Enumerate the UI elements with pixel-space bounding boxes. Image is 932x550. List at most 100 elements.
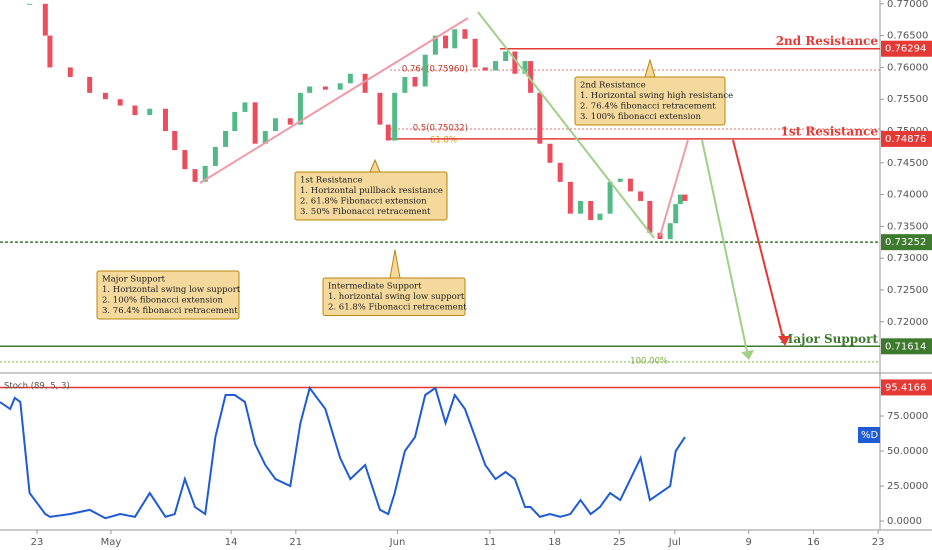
candle <box>182 150 188 170</box>
candle <box>567 181 573 214</box>
stoch-line <box>0 385 686 520</box>
note-line: 2. 100% fibonacci extension <box>102 296 223 306</box>
trend-arrow <box>199 17 469 184</box>
candle <box>412 76 418 87</box>
candle <box>512 51 518 74</box>
level-tag <box>881 338 932 355</box>
note-line: 1st Resistance <box>300 176 363 186</box>
candle <box>287 118 293 125</box>
y-tick-label: 0.73500 <box>887 221 928 232</box>
candle <box>232 111 238 131</box>
y-tick-label: 0.74500 <box>887 158 928 169</box>
x-tick-label: 21 <box>289 537 302 548</box>
candle <box>462 29 468 39</box>
candle <box>422 54 428 87</box>
note-line: 3. 100% fibonacci extension <box>580 112 701 122</box>
x-tick-label: 14 <box>225 537 238 548</box>
note-box <box>96 270 240 320</box>
candle <box>87 76 93 93</box>
trend-arrow <box>701 139 749 357</box>
candle <box>617 178 623 182</box>
level-tag <box>881 234 932 251</box>
level-tag-label: 95.4166 <box>885 382 926 393</box>
level-name: Major Support <box>780 332 878 346</box>
note-line: 3. 50% Fibonacci retracement <box>300 207 431 217</box>
candle <box>647 200 653 233</box>
candle <box>132 105 138 116</box>
candle <box>147 108 153 116</box>
candle <box>102 92 108 100</box>
candle <box>242 102 248 112</box>
level-tag-label: 0.73252 <box>885 237 926 248</box>
trend-arrow <box>477 11 655 239</box>
x-tick-label: 18 <box>548 537 561 548</box>
candle <box>547 143 553 163</box>
candle <box>67 67 73 77</box>
candle <box>362 73 368 93</box>
candle <box>252 102 258 144</box>
fib-label: 100.00% <box>630 356 668 366</box>
candle <box>117 99 123 106</box>
y-tick-label: 0.72500 <box>887 285 928 296</box>
note-pointer <box>389 249 401 279</box>
candle <box>557 162 563 182</box>
x-tick-label: Jul <box>668 537 681 548</box>
note-pointer <box>644 58 656 78</box>
candle <box>223 130 229 147</box>
y-tick-label: 75.0000 <box>887 411 928 422</box>
level-tag <box>881 40 932 57</box>
candle <box>172 130 178 151</box>
y-tick-label: 50.0000 <box>887 446 928 457</box>
candle <box>578 200 584 214</box>
candle <box>402 76 408 93</box>
y-tick-label: 0.76500 <box>887 31 928 42</box>
y-tick-label: 0.75500 <box>887 94 928 105</box>
x-tick-label: 23 <box>872 537 885 548</box>
candle <box>392 92 398 141</box>
candle <box>202 165 208 182</box>
candle <box>522 61 528 74</box>
x-tick-label: 9 <box>746 537 752 548</box>
candle <box>432 35 438 55</box>
note-line: 2. 61.8% Fibonacci retracement <box>328 303 467 313</box>
candle <box>262 130 268 144</box>
candle <box>347 73 353 84</box>
level-tag <box>881 130 932 147</box>
note-line: 1. horizontal swing low support <box>328 292 465 302</box>
candle <box>667 223 673 240</box>
note-line: 3. 76.4% fibonacci retracement <box>102 306 238 316</box>
note-line: 2. 76.4% fibonacci retracement <box>580 102 716 112</box>
fib-label: 0.5(0.75032) <box>413 123 468 133</box>
trend-arrow <box>659 139 689 237</box>
y-tick-label: 0.0000 <box>887 516 922 527</box>
candle <box>638 191 644 201</box>
candle <box>42 3 48 36</box>
candle <box>272 118 278 131</box>
candle <box>627 178 633 192</box>
level-tag-label: 0.74876 <box>885 134 926 145</box>
candle <box>452 29 458 49</box>
arrow-head <box>741 350 754 360</box>
indicator-title: Stoch (89, 5, 3) <box>4 382 70 392</box>
y-tick-label: 0.73000 <box>887 253 928 264</box>
x-tick-label: 25 <box>613 537 626 548</box>
drawing-tools <box>199 11 790 360</box>
forecast-arrow <box>732 139 785 343</box>
candle <box>443 35 449 49</box>
x-tick-label: 23 <box>31 537 44 548</box>
x-tick-label: May <box>101 537 122 548</box>
fib-label: 0.764(0.75960) <box>402 64 468 74</box>
fib-label: 61.8% <box>430 135 457 145</box>
series-tag-label: %D <box>861 430 879 441</box>
level-tag <box>881 379 932 396</box>
candle <box>27 3 33 5</box>
candle <box>537 92 543 144</box>
candle <box>162 108 168 131</box>
candle <box>677 194 683 205</box>
candle <box>307 86 313 93</box>
x-tick-label: 16 <box>807 537 820 548</box>
arrow-head <box>778 336 790 346</box>
candle <box>472 38 478 68</box>
candle <box>47 35 53 68</box>
